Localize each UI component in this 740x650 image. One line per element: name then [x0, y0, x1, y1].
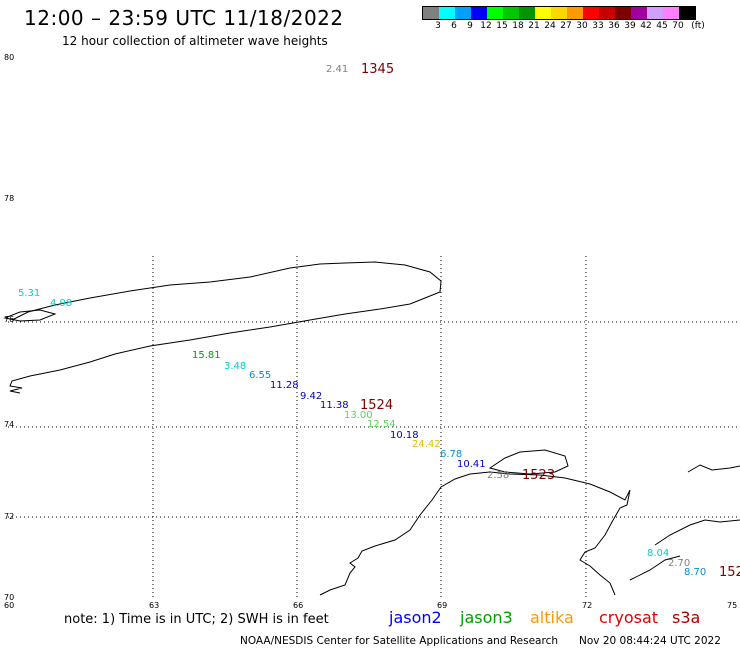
legend-swatch: [679, 7, 695, 19]
swh-value: 8.70: [684, 567, 706, 578]
swh-value: 4.98: [50, 298, 72, 309]
satellite-jason3: jason3: [460, 608, 513, 627]
swh-value: 6.78: [440, 449, 462, 460]
legend-swatch: [647, 7, 663, 19]
legend-swatch: [535, 7, 551, 19]
swh-value: 11.38: [320, 400, 349, 411]
swh-value: 2.41: [326, 64, 348, 75]
legend-swatch: [567, 7, 583, 19]
swh-value: 10.41: [457, 459, 486, 470]
footer-note: note: 1) Time is in UTC; 2) SWH is in fe…: [64, 612, 329, 627]
swh-value: 12.54: [367, 419, 396, 430]
lat-tick-74: 74: [4, 420, 14, 429]
swh-value: 2.58: [487, 470, 509, 481]
legend-label: 21: [528, 21, 540, 31]
coastline: [3, 261, 740, 596]
legend-label: 27: [560, 21, 572, 31]
lon-tick-72: 72: [582, 601, 592, 610]
island-north-coast: [687, 464, 740, 473]
peninsula-coast: [488, 449, 569, 475]
mainland-coast: [319, 471, 631, 596]
swh-value: 8.04: [647, 548, 669, 559]
gydan-coast: [654, 519, 740, 546]
bay-coast: [629, 555, 681, 581]
pass-time-label: 1524: [360, 398, 393, 413]
credit-line: NOAA/NESDIS Center for Satellite Applica…: [240, 635, 558, 647]
lat-tick-80: 80: [4, 53, 14, 62]
legend-label: 9: [467, 21, 473, 31]
graticule: [8, 256, 740, 600]
legend-label: 36: [608, 21, 620, 31]
legend-label: 3: [435, 21, 441, 31]
legend-swatch: [519, 7, 535, 19]
color-legend: 3 6 9 12 15 18 21 24 27 30 33 36 39 42 45 70 (ft): [422, 6, 705, 32]
legend-swatch: [583, 7, 599, 19]
swh-value: 3.48: [224, 361, 246, 372]
swh-value: 11.28: [270, 380, 299, 391]
legend-swatch: [551, 7, 567, 19]
legend-swatch: [599, 7, 615, 19]
pass-time-label: 1523: [522, 468, 555, 483]
lon-tick-66: 66: [293, 601, 303, 610]
legend-label: 6: [451, 21, 457, 31]
legend-swatch: [631, 7, 647, 19]
satellite-s3a: s3a: [672, 608, 701, 627]
satellite-cryosat: cryosat: [599, 608, 659, 627]
legend-swatches: [422, 6, 696, 20]
legend-label: 24: [544, 21, 556, 31]
lat-tick-78: 78: [4, 194, 14, 203]
swh-value: 13.00: [344, 410, 373, 421]
lon-tick-75: 75: [727, 601, 737, 610]
legend-swatch: [615, 7, 631, 19]
legend-swatch: [455, 7, 471, 19]
lon-tick-63: 63: [149, 601, 159, 610]
legend-swatch: [439, 7, 455, 19]
novaya-zemlya-coast: [9, 261, 442, 394]
legend-label: 15: [496, 21, 508, 31]
lat-tick-72: 72: [4, 512, 14, 521]
legend-label: 12: [480, 21, 492, 31]
swh-value: 2.70: [668, 558, 690, 569]
lon-tick-60: 60: [4, 601, 14, 610]
lon-tick-69: 69: [437, 601, 447, 610]
legend-swatch: [487, 7, 503, 19]
legend-label: 30: [576, 21, 588, 31]
island-coast: [3, 309, 57, 322]
swh-value: 24.42: [412, 439, 441, 450]
swh-value: 9.42: [300, 391, 322, 402]
legend-swatch: [423, 7, 439, 19]
legend-unit: (ft): [691, 21, 705, 31]
map-subtitle: 12 hour collection of altimeter wave hei…: [62, 34, 328, 48]
satellite-altika: altika: [530, 608, 574, 627]
map-title: 12:00 – 23:59 UTC 11/18/2022: [24, 6, 344, 30]
legend-label: 39: [624, 21, 636, 31]
pass-time-label: 1345: [361, 62, 394, 77]
lat-tick-70: 70: [4, 593, 14, 602]
satellite-jason2: jason2: [389, 608, 442, 627]
swh-value: 15.81: [192, 350, 221, 361]
legend-label: 18: [512, 21, 524, 31]
swh-value: 6.55: [249, 370, 271, 381]
legend-swatch: [471, 7, 487, 19]
pass-time-label: 152: [719, 565, 740, 580]
swh-value: 5.31: [18, 288, 40, 299]
legend-label: 70: [672, 21, 684, 31]
legend-labels: 3 6 9 12 15 18 21 24 27 30 33 36 39 42 45 70 (ft): [422, 20, 705, 32]
swh-value: 10.18: [390, 430, 419, 441]
legend-label: 45: [656, 21, 668, 31]
generated-timestamp: Nov 20 08:44:24 UTC 2022: [579, 635, 721, 647]
legend-label: 42: [640, 21, 652, 31]
legend-label: 33: [592, 21, 604, 31]
legend-swatch: [503, 7, 519, 19]
lat-tick-76: 76: [4, 315, 14, 324]
legend-swatch: [663, 7, 679, 19]
